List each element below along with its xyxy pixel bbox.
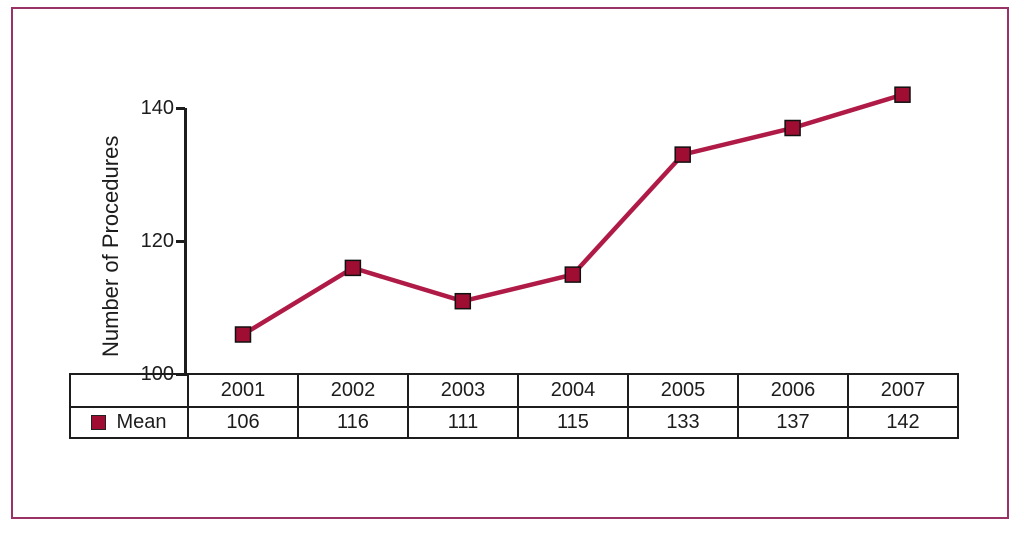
y-tick-label-140: 140 [140, 97, 174, 119]
mean-value-2007: 142 [847, 406, 959, 439]
data-point-2002 [344, 259, 362, 277]
table-header-row: 2001 2002 2003 2004 2005 2006 2007 [69, 373, 959, 408]
mean-value-2002: 116 [297, 406, 409, 439]
mean-value-2005: 133 [627, 406, 739, 439]
data-point-2007 [894, 86, 911, 103]
year-header-2004: 2004 [517, 373, 629, 408]
y-tick-label-120: 120 [140, 230, 174, 252]
year-header-2006: 2006 [737, 373, 849, 408]
data-point-2006 [784, 119, 801, 137]
year-header-2003: 2003 [407, 373, 519, 408]
year-header-2001: 2001 [187, 373, 299, 408]
data-table: 2001 2002 2003 2004 2005 2006 2007 Mean … [69, 373, 959, 439]
data-point-2004 [564, 266, 582, 283]
mean-value-2004: 115 [517, 406, 629, 439]
year-header-2007: 2007 [847, 373, 959, 408]
data-point-2005 [674, 146, 691, 163]
mean-series-line [241, 92, 904, 337]
mean-series-marker-icon [91, 415, 107, 430]
y-axis-tick [176, 107, 185, 110]
data-point-2003 [454, 292, 472, 310]
table-corner-cell [69, 373, 189, 408]
mean-value-2001: 106 [187, 406, 299, 439]
year-header-2005: 2005 [627, 373, 739, 408]
mean-value-2003: 111 [407, 406, 519, 439]
mean-value-2006: 137 [737, 406, 849, 439]
legend-label: Mean [116, 411, 167, 433]
data-point-2001 [234, 326, 252, 343]
mean-series-row: Mean 106 116 111 115 133 137 142 [69, 406, 959, 439]
year-header-2002: 2002 [297, 373, 409, 408]
y-axis-line [184, 108, 187, 376]
y-axis-tick [176, 240, 185, 243]
legend-cell: Mean [69, 406, 189, 439]
